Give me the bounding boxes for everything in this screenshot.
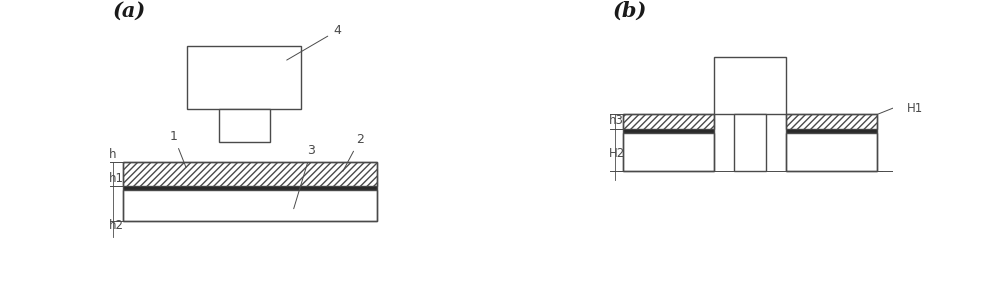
Text: h: h <box>108 148 116 161</box>
Text: (b): (b) <box>613 1 647 21</box>
Bar <box>786 114 877 171</box>
Bar <box>219 109 270 142</box>
Text: h1: h1 <box>108 172 123 185</box>
Text: H2: H2 <box>608 148 625 160</box>
Bar <box>123 186 377 190</box>
Bar <box>786 129 877 133</box>
Bar <box>734 114 766 171</box>
Text: 4: 4 <box>287 24 341 60</box>
Bar <box>123 162 377 221</box>
Bar <box>623 133 714 171</box>
Bar <box>623 114 714 171</box>
Bar <box>786 114 877 129</box>
Text: H1: H1 <box>907 102 924 115</box>
Text: (a): (a) <box>113 1 146 21</box>
Bar <box>123 162 377 186</box>
Bar <box>786 133 877 171</box>
Bar <box>623 114 714 129</box>
Text: h3: h3 <box>608 114 623 127</box>
Text: 1: 1 <box>170 130 186 168</box>
Text: h2: h2 <box>108 219 123 232</box>
Bar <box>623 129 714 133</box>
Bar <box>714 57 786 114</box>
Text: 3: 3 <box>294 144 315 209</box>
Text: 2: 2 <box>343 133 364 171</box>
Bar <box>187 46 301 109</box>
Bar <box>123 190 377 221</box>
